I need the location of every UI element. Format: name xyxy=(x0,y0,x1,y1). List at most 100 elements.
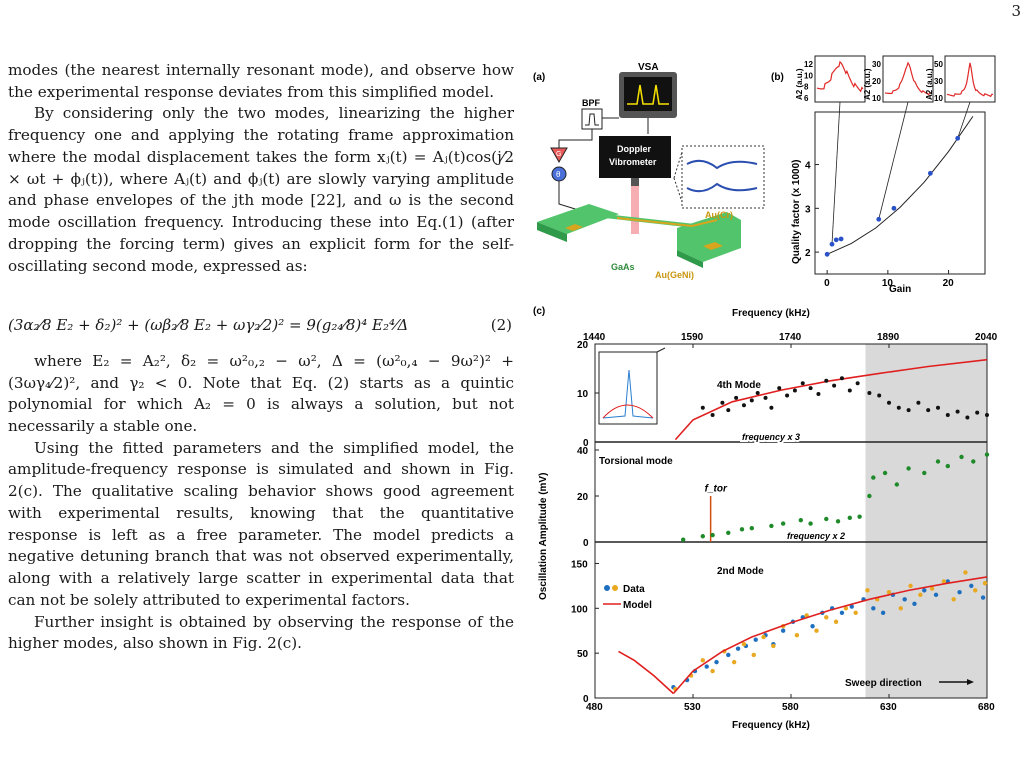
paragraph: modes (the nearest internally resonant m… xyxy=(8,61,514,101)
ftor-label: f_tor xyxy=(705,483,728,494)
data-point xyxy=(710,532,715,538)
data-point xyxy=(700,405,705,410)
top-tick-label: 1890 xyxy=(877,332,900,343)
data-point xyxy=(855,381,860,386)
data-point xyxy=(985,413,989,418)
mode-shapes-inset xyxy=(681,145,765,209)
inset-ylabel: A2 (a.u.) xyxy=(925,68,934,100)
inset-tick-label: 10 xyxy=(872,94,881,103)
data-point xyxy=(824,251,830,257)
equation-number: (2) xyxy=(490,316,512,335)
data-point xyxy=(847,515,852,521)
panel-b-label: (b) xyxy=(771,72,784,83)
data-point xyxy=(880,610,886,615)
mode-shape-curves xyxy=(686,159,758,193)
data-point xyxy=(857,514,862,519)
data-point xyxy=(710,668,715,674)
data-point xyxy=(838,236,844,242)
inset-ylabel: A2 (a.u.) xyxy=(795,68,804,100)
model-curve xyxy=(674,358,988,441)
top-tick-label: 1740 xyxy=(779,332,802,343)
data-point xyxy=(867,391,872,395)
data-point xyxy=(984,452,990,457)
data-point xyxy=(973,588,978,593)
data-point xyxy=(808,521,813,526)
device-pad-right-side xyxy=(677,250,703,268)
model-curve xyxy=(672,576,988,695)
figure-svg: (a) VSA BPF G θ Doppler Vibrometer xyxy=(533,55,998,731)
inset-tick-label: 12 xyxy=(804,60,813,69)
data-point xyxy=(955,409,960,414)
y-tick-label: 150 xyxy=(571,559,588,570)
data-point xyxy=(816,391,821,396)
inset-callout xyxy=(673,151,683,203)
data-point xyxy=(726,530,731,535)
panel-a: (a) VSA BPF G θ Doppler Vibrometer xyxy=(533,62,765,280)
inset-tick-label: 30 xyxy=(872,60,881,69)
data-point xyxy=(957,589,962,595)
panel-b-frame xyxy=(814,111,986,275)
panel-c-ylabel: Oscillation Amplitude (mV) xyxy=(538,473,549,600)
paragraph: where E₂ = A₂², δ₂ = ω²₀,₂ − ω², Δ = (ω²… xyxy=(8,351,514,435)
inset-tick-label: 20 xyxy=(872,77,881,86)
shaded-region xyxy=(865,344,987,698)
bottom-tick-label: 580 xyxy=(782,702,799,713)
spectrum-trace xyxy=(627,84,669,105)
data-point xyxy=(871,606,876,611)
data-point xyxy=(902,597,907,602)
data-point xyxy=(906,408,911,413)
data-point xyxy=(769,405,774,410)
legend-label: Model xyxy=(623,600,652,611)
data-point xyxy=(808,386,813,391)
data-point xyxy=(741,403,746,408)
resonance-trace xyxy=(816,60,864,93)
bpf-icon xyxy=(585,113,599,126)
panel-b-ylabel: Quality factor (x 1000) xyxy=(791,160,802,264)
paragraph: Using the fitted parameters and the simp… xyxy=(8,438,514,609)
data-point xyxy=(829,241,835,247)
inset-tick-label: 30 xyxy=(934,77,943,86)
data-point xyxy=(700,658,705,663)
inset-connector xyxy=(878,101,909,220)
data-point xyxy=(935,459,941,464)
gain-symbol: G xyxy=(556,151,561,158)
gold-trace xyxy=(616,217,718,228)
model-curve-negative-branch xyxy=(618,650,674,695)
data-point xyxy=(785,393,790,398)
data-point xyxy=(898,606,903,611)
data-point xyxy=(769,523,774,529)
resonance-trace xyxy=(884,61,932,96)
panel-b-ticks: 0 10 20 2 3 4 xyxy=(805,161,954,289)
doppler-vibrometer xyxy=(599,136,671,178)
bpf-label: BPF xyxy=(582,98,601,108)
inset-tick-label: 10 xyxy=(804,71,813,80)
data-point xyxy=(871,475,876,480)
equation-2: (3α₂⁄8 E₂ + δ₂)² + (ωβ₂⁄8 E₂ + ωγ₂⁄2)² =… xyxy=(8,315,514,336)
data-point xyxy=(761,634,766,640)
top-tick-label: 1590 xyxy=(681,332,704,343)
y-tick-label: 50 xyxy=(577,649,589,660)
bottom-axis-title: Frequency (kHz) xyxy=(732,720,810,731)
inset-connector xyxy=(656,347,666,353)
device-pad-left-side xyxy=(537,222,567,242)
data-point xyxy=(741,641,747,647)
data-point xyxy=(951,597,956,602)
data-point xyxy=(865,588,870,593)
data-point xyxy=(929,586,935,591)
inset-model xyxy=(602,404,654,419)
device-pad-left xyxy=(537,204,619,234)
sweep-arrow-head xyxy=(967,679,974,685)
inset-connector xyxy=(831,101,841,245)
data-point xyxy=(794,633,800,638)
y-tick-label: 2 xyxy=(805,248,811,259)
data-point xyxy=(927,170,933,176)
data-point xyxy=(800,381,805,386)
data-point xyxy=(936,405,940,410)
data-point xyxy=(980,595,986,600)
data-point xyxy=(959,454,964,460)
inset-tick-label: 50 xyxy=(934,60,943,69)
data-point xyxy=(681,537,686,542)
panel-a-label: (a) xyxy=(533,72,545,83)
data-point xyxy=(755,391,760,395)
